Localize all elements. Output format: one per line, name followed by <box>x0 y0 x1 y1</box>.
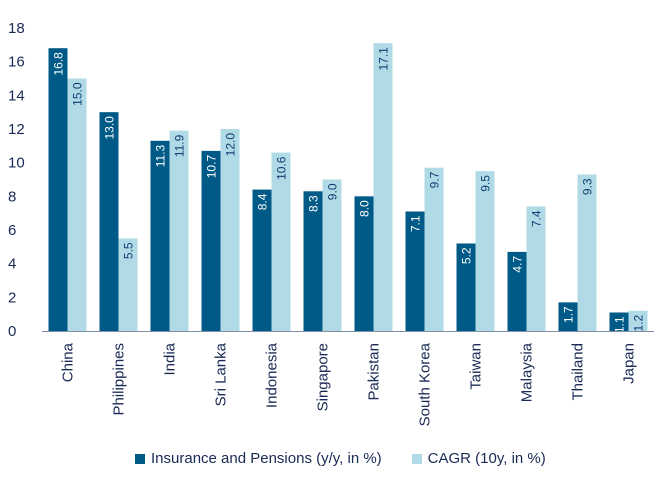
y-tick-label: 10 <box>8 155 25 172</box>
x-tick-label: Singapore <box>315 343 332 411</box>
bar-cagr <box>424 167 444 331</box>
bar-label-insurance: 10.7 <box>205 155 219 179</box>
bar-label-cagr: 10.6 <box>275 156 289 180</box>
y-tick-label: 12 <box>8 121 25 138</box>
x-tick-label: Malaysia <box>519 342 536 402</box>
legend-label-insurance: Insurance and Pensions (y/y, in %) <box>151 450 382 467</box>
bar-insurance <box>405 211 425 331</box>
y-tick-label: 18 <box>8 20 25 37</box>
bar-insurance <box>609 312 629 331</box>
bar-insurance <box>456 243 476 331</box>
bar-label-cagr: 17.1 <box>377 47 391 71</box>
bar-cagr <box>373 43 393 332</box>
bar-insurance <box>354 196 374 331</box>
bar-cagr <box>322 179 342 331</box>
y-tick-label: 2 <box>8 289 16 306</box>
bar-label-insurance: 13.0 <box>103 116 117 140</box>
bar-cagr <box>577 174 597 331</box>
bar-cagr <box>475 171 495 331</box>
bar-cagr <box>67 78 87 331</box>
legend: Insurance and Pensions (y/y, in %) CAGR … <box>135 450 576 467</box>
bar-label-insurance: 16.8 <box>52 52 66 76</box>
bar-insurance <box>150 140 170 331</box>
legend-label-cagr: CAGR (10y, in %) <box>427 450 546 467</box>
bar-insurance <box>201 150 221 331</box>
bar-insurance <box>507 251 527 331</box>
bar-cagr <box>118 238 138 331</box>
x-tick-label: South Korea <box>417 342 434 426</box>
bar-cagr <box>220 129 240 331</box>
x-tick-label: Thailand <box>570 343 587 401</box>
bar-label-insurance: 1.1 <box>613 316 627 333</box>
bar-insurance <box>252 189 272 331</box>
bar-label-cagr: 1.2 <box>632 314 646 331</box>
y-tick-label: 0 <box>8 323 16 340</box>
bar-label-cagr: 12.0 <box>224 133 238 157</box>
legend-item-cagr: CAGR (10y, in %) <box>411 450 546 467</box>
bar-cagr <box>526 206 546 331</box>
bar-label-cagr: 9.5 <box>479 175 493 192</box>
legend-item-insurance: Insurance and Pensions (y/y, in %) <box>135 450 382 467</box>
bar-insurance <box>99 112 119 332</box>
x-tick-label: China <box>60 342 77 382</box>
bar-label-insurance: 7.1 <box>409 215 423 232</box>
y-tick-label: 4 <box>8 256 16 273</box>
x-tick-label: Pakistan <box>366 343 383 401</box>
bar-label-cagr: 9.3 <box>581 178 595 195</box>
x-tick-label: India <box>162 342 179 375</box>
x-axis: China Philippines India Sri Lanka Indonesia S… <box>42 331 654 426</box>
legend-swatch-cagr <box>411 453 422 464</box>
bar-label-insurance: 11.3 <box>154 144 168 167</box>
legend-swatch-insurance <box>135 453 145 464</box>
bar-insurance <box>558 302 578 331</box>
bar-label-insurance: 8.4 <box>256 193 270 210</box>
y-tick-label: 14 <box>8 87 25 104</box>
bar-label-insurance: 8.0 <box>358 200 372 217</box>
bar-label-insurance: 1.7 <box>562 306 576 323</box>
bar-label-cagr: 9.7 <box>428 171 442 188</box>
y-tick-label: 6 <box>8 222 16 239</box>
y-tick-label: 16 <box>8 54 25 71</box>
x-tick-label: Sri Lanka <box>213 342 230 406</box>
bar-insurance <box>303 191 323 331</box>
x-tick-label: Indonesia <box>264 342 281 408</box>
bar-cagr <box>271 152 291 331</box>
bar-label-cagr: 5.5 <box>122 242 136 259</box>
bar-label-cagr: 7.4 <box>530 210 544 227</box>
x-tick-label: Japan <box>621 343 638 384</box>
bar-label-insurance: 8.3 <box>307 195 321 212</box>
bar-insurance <box>48 48 68 331</box>
y-tick-label: 8 <box>8 188 16 205</box>
bar-cagr <box>169 130 189 331</box>
x-tick-label: Taiwan <box>468 343 485 390</box>
bar-label-insurance: 4.7 <box>511 256 525 273</box>
bars <box>48 43 648 332</box>
bar-label-cagr: 15.0 <box>71 82 85 106</box>
bar-label-insurance: 5.2 <box>460 247 474 264</box>
bar-label-cagr: 9.0 <box>326 183 340 200</box>
bar-label-cagr: 11.9 <box>173 134 187 157</box>
bar-labels: 16.8 15.0 13.0 5.5 11.3 11.9 10.7 12.0 8.4 10.6 8.… <box>52 47 646 333</box>
x-tick-label: Philippines <box>111 343 128 416</box>
y-axis: 0 2 4 6 8 10 12 14 16 18 <box>8 20 25 340</box>
bar-cagr <box>628 310 648 331</box>
